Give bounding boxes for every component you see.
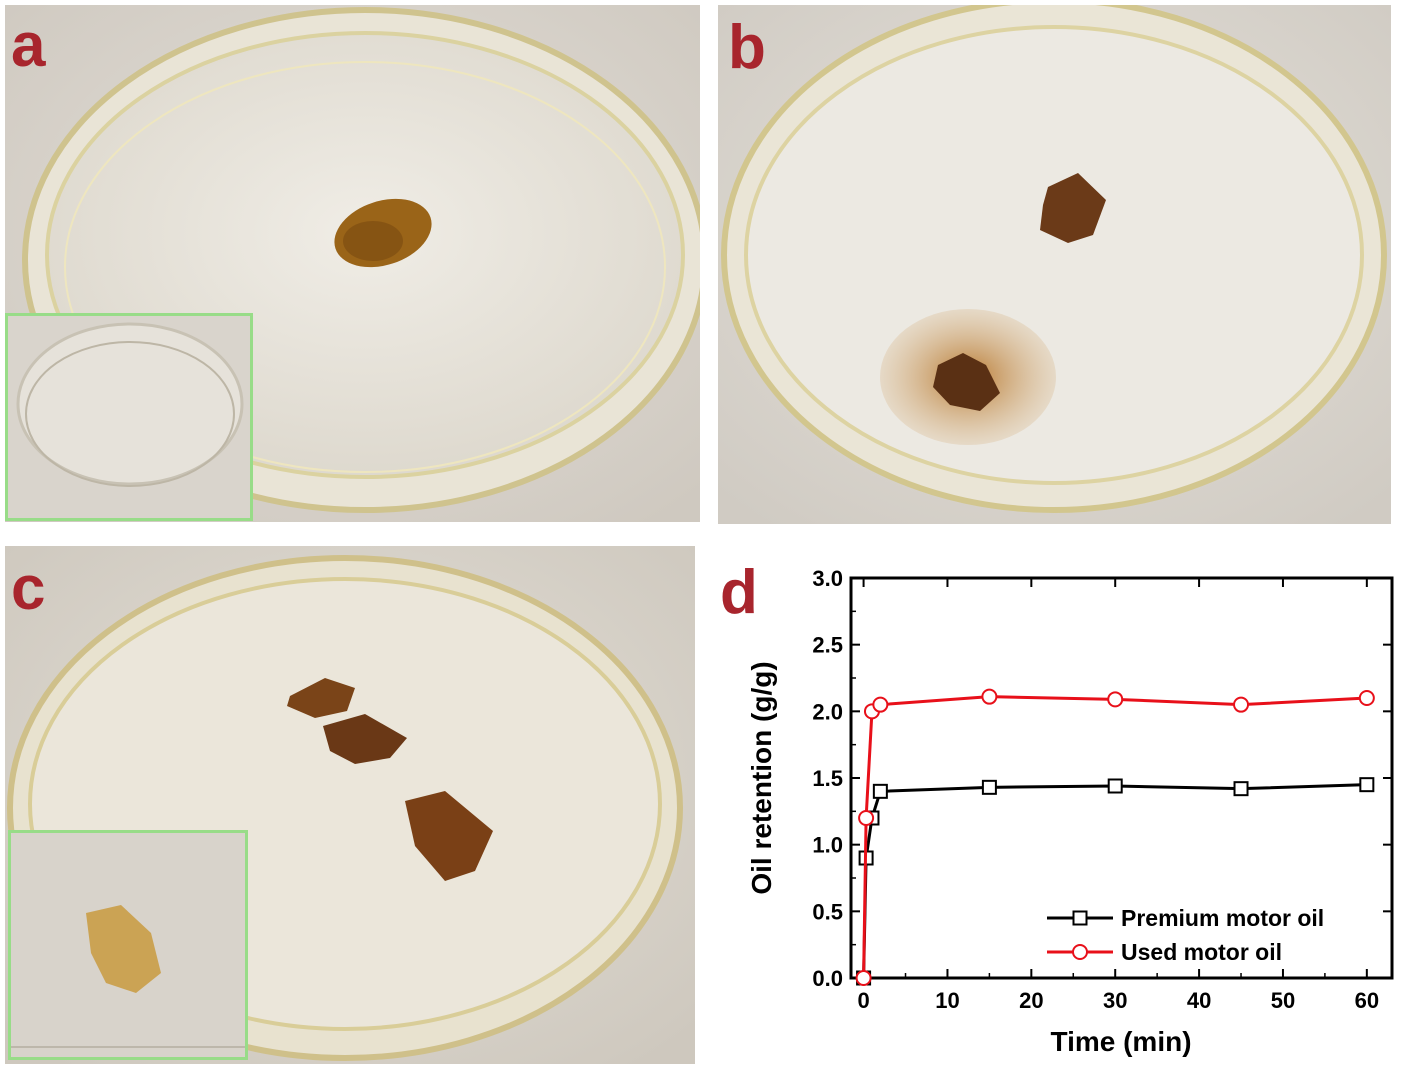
y-axis-label: Oil retention (g/g) [746, 661, 777, 894]
panel-label-c: c [11, 554, 46, 623]
photo-panel-b: b [718, 5, 1391, 524]
series-0-point-4 [981, 779, 997, 795]
sponge-in-oil [933, 353, 1000, 411]
legend-marker-0 [1072, 910, 1088, 926]
series-0-point-5 [1107, 778, 1123, 794]
sponge-piece-3 [405, 791, 493, 881]
x-tick-label-0: 0 [857, 988, 869, 1013]
sponge-piece-2 [323, 714, 407, 764]
legend-label-1: Used motor oil [1121, 939, 1282, 965]
y-tick-label-3: 1.5 [812, 766, 843, 791]
series-1-point-3 [872, 696, 889, 713]
series-1-point-0 [855, 970, 872, 986]
y-tick-label-5: 2.5 [812, 633, 843, 658]
panel-label-a: a [11, 11, 46, 80]
series-line-1 [862, 695, 1367, 979]
inset-paper-residue-c [8, 830, 248, 1060]
y-tick-label-2: 1.0 [812, 833, 843, 858]
photo-panel-c: c [5, 546, 695, 1064]
chart-panel-d: d 0 10 20 30 40 50 60 0.0 0.5 1.0 1.5 2.0 2.5 3.0 Tim… [705, 546, 1401, 1071]
photo-panel-a: a [5, 5, 700, 522]
x-tick-label-5: 50 [1271, 988, 1295, 1013]
y-tick-label-0: 0.0 [812, 966, 843, 991]
x-tick-label-4: 40 [1187, 988, 1211, 1013]
series-1-point-1 [858, 810, 875, 826]
legend-label-0: Premium motor oil [1121, 905, 1324, 931]
series-1-point-5 [1107, 691, 1124, 708]
legend: Premium motor oil Used motor oil [1047, 905, 1324, 965]
legend-marker-1 [1072, 944, 1088, 960]
x-axis-label: Time (min) [1050, 1026, 1191, 1057]
series-0-point-6 [1233, 781, 1249, 797]
series-1-point-7 [1358, 690, 1375, 706]
y-tick-label-4: 2.0 [812, 699, 843, 724]
x-tick-label-2: 20 [1019, 988, 1043, 1013]
x-tick-label-3: 30 [1103, 988, 1127, 1013]
panel-label-d: d [720, 558, 758, 627]
oil-retention-chart: 0 10 20 30 40 50 60 0.0 0.5 1.0 1.5 2.0 2.5 3.0 Time … [746, 566, 1394, 1057]
petri-dish-b-illustration [718, 5, 1391, 524]
series-1-point-6 [1233, 696, 1250, 713]
series-0-point-3 [872, 783, 888, 799]
series-line-0 [862, 783, 1367, 979]
sponge-dry [1040, 173, 1106, 243]
series-1-point-4 [981, 688, 998, 705]
y-tick-label-6: 3.0 [812, 566, 843, 591]
x-tick-label-1: 10 [935, 988, 959, 1013]
x-tick-label-6: 60 [1355, 988, 1379, 1013]
series-0-point-7 [1359, 777, 1375, 793]
sponge-piece-1 [287, 678, 355, 718]
inset-empty-dish-a [5, 313, 253, 521]
y-tick-label-1: 0.5 [812, 899, 843, 924]
panel-label-b: b [728, 13, 766, 82]
